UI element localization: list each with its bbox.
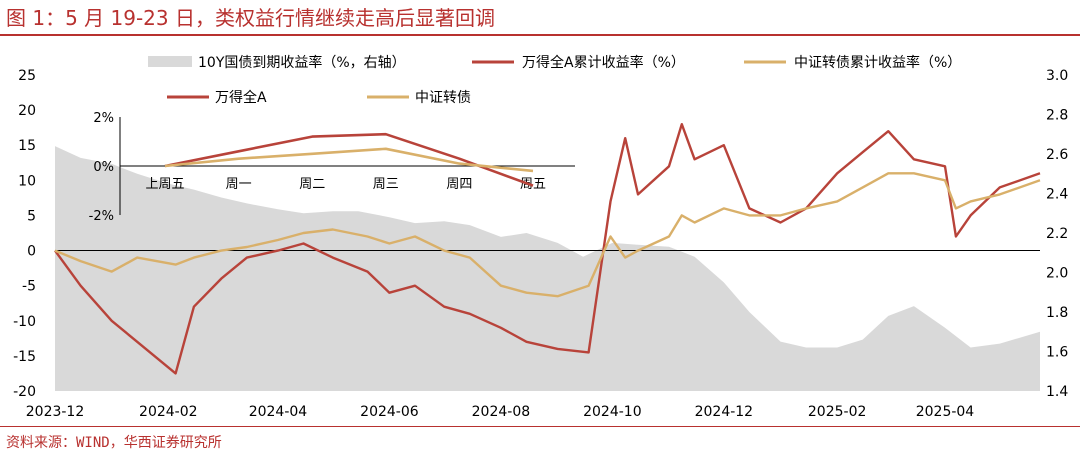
y-left-tick-label: -5 [22, 279, 36, 295]
line-layer [54, 122, 1041, 375]
inset-wind-all-a-line [164, 132, 534, 187]
x-tick-label: 2024-12 [695, 404, 754, 420]
wind-all-a-line [54, 122, 1041, 375]
inset-y-tick-label: -2% [89, 209, 114, 224]
y-right-tick-label: 2.2 [1046, 226, 1068, 242]
figure-title: 图 1：5 月 19-23 日，类权益行情继续走高后显著回调 [6, 6, 495, 30]
y-right-tick-label: 2.4 [1046, 187, 1068, 203]
y-left-tick-label: 0 [27, 244, 36, 260]
legend-label: 万得全A累计收益率（%） [522, 54, 685, 71]
inset-x-tick-label: 周二 [299, 177, 325, 192]
y-right-tick-label: 3.0 [1046, 68, 1068, 84]
x-tick-label: 2025-04 [916, 404, 975, 420]
yield-area [55, 146, 1040, 391]
convertible-index-line [54, 172, 1041, 298]
y-right-tick-label: 1.6 [1046, 345, 1068, 361]
inset-x-tick-label: 上周五 [145, 177, 184, 192]
axes-layer: 25 20 15 10 5 0 -5 -10 -15 -20 3.0 2.8 2.6 2.4 2.2 2.0 1… [13, 68, 1068, 420]
x-tick-label: 2024-02 [139, 404, 198, 420]
inset-x-tick-label: 周三 [373, 177, 399, 192]
x-tick-label: 2024-08 [472, 404, 531, 420]
y-left-tick-label: 20 [18, 103, 36, 119]
y-right-tick-label: 2.0 [1046, 266, 1068, 282]
y-right-tick-label: 2.8 [1046, 108, 1068, 124]
inset-convertible-line [164, 147, 534, 173]
y-right-tick-label: 2.6 [1046, 147, 1068, 163]
y-left-tick-label: 10 [18, 173, 36, 189]
inset-y-tick-label: 2% [93, 111, 114, 126]
y-left-tick-label: -15 [13, 349, 36, 365]
y-left-tick-label: 5 [27, 208, 36, 224]
title-rule [0, 34, 1080, 36]
legend-label: 中证转债累计收益率（%） [794, 54, 961, 71]
y-left-tick-label: 25 [18, 68, 36, 84]
inset-x-tick-label: 周四 [446, 177, 472, 192]
inset-x-tick-label: 周一 [226, 177, 252, 192]
y-right-tick-label: 1.8 [1046, 305, 1068, 321]
x-tick-label: 2024-10 [583, 404, 642, 420]
source-note: 资料来源：WIND，华西证券研究所 [6, 435, 222, 451]
x-tick-label: 2025-02 [808, 404, 867, 420]
inset-y-tick-label: 0% [93, 160, 114, 175]
x-tick-label: 2024-04 [249, 404, 308, 420]
y-left-tick-label: -10 [13, 314, 36, 330]
legend-label: 10Y国债到期收益率（%，右轴） [198, 54, 406, 71]
inset-legend-label: 中证转债 [415, 90, 471, 106]
legend: 10Y国债到期收益率（%，右轴） 万得全A累计收益率（%） 中证转债累计收益率（%） [148, 54, 961, 71]
inset-legend-label: 万得全A [215, 89, 267, 106]
legend-swatch-area [148, 56, 192, 67]
y-left-tick-label: 15 [18, 138, 36, 154]
y-right-tick-label: 1.4 [1046, 384, 1068, 400]
x-tick-label: 2024-06 [360, 404, 419, 420]
footer-rule [0, 426, 1080, 427]
yield-area-layer [55, 146, 1040, 391]
x-tick-label: 2023-12 [26, 404, 85, 420]
y-left-tick-label: -20 [13, 384, 36, 400]
